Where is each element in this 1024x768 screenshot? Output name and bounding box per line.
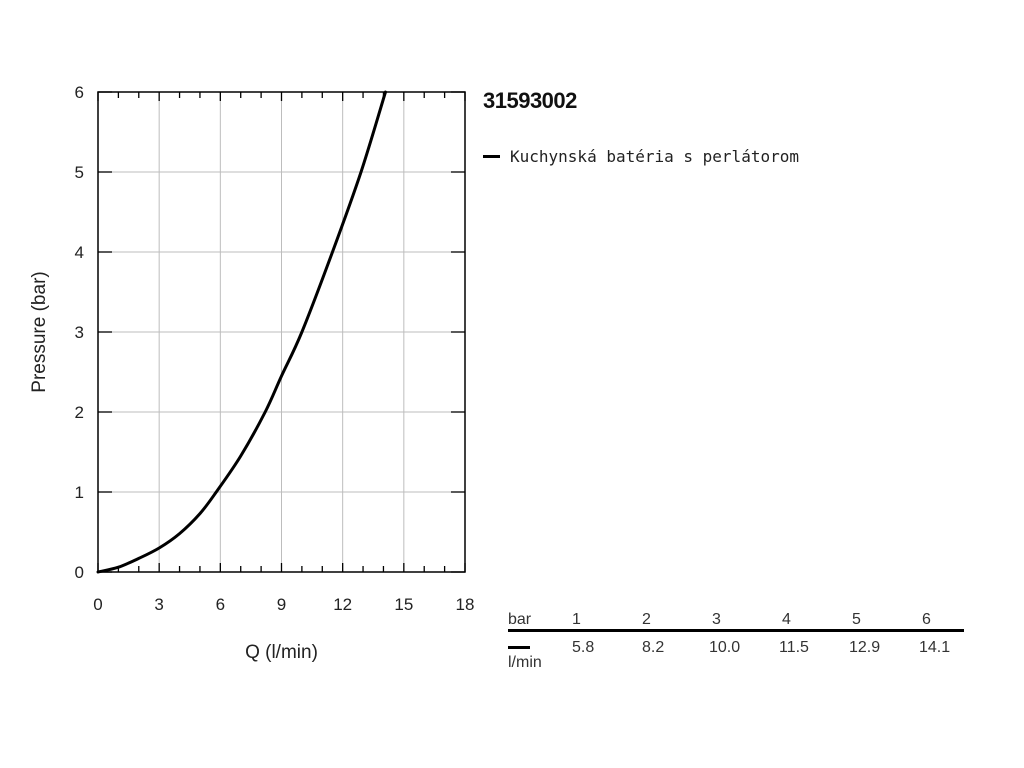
table-flow-cell: 10.0 [709, 639, 741, 656]
legend-swatch [483, 155, 500, 158]
legend: Kuchynská batéria s perlátorom [483, 147, 799, 166]
table-pressure-cell: 2 [642, 611, 651, 628]
x-tick-label: 15 [394, 595, 413, 614]
table-row-label-lmin: l/min [508, 654, 542, 671]
legend-label: Kuchynská batéria s perlátorom [510, 147, 799, 166]
x-tick-label: 6 [216, 595, 225, 614]
table-row-label-bar: bar [508, 611, 532, 628]
table-pressure-cell: 4 [782, 611, 791, 628]
y-tick-label: 4 [75, 243, 84, 262]
x-axis-title: Q (l/min) [245, 642, 318, 663]
table-legend-swatch [508, 646, 530, 649]
x-tick-label: 0 [93, 595, 102, 614]
table-pressure-cell: 6 [922, 611, 931, 628]
product-code: 31593002 [483, 88, 577, 113]
table-pressure-cell: 5 [852, 611, 861, 628]
table-flow-cell: 8.2 [642, 639, 665, 656]
series-line-kitchen-faucet [96, 90, 387, 574]
y-tick-label: 2 [75, 403, 84, 422]
table-flow-cell: 12.9 [849, 639, 881, 656]
y-tick-label: 0 [75, 563, 84, 582]
y-tick-label: 3 [75, 323, 84, 342]
y-tick-label: 5 [75, 163, 84, 182]
y-axis-title: Pressure (bar) [29, 271, 50, 392]
y-tick-label: 1 [75, 483, 84, 502]
x-tick-label: 9 [277, 595, 286, 614]
table-flow-cell: 14.1 [919, 639, 951, 656]
table-flow-cell: 11.5 [779, 639, 809, 656]
table-pressure-cell: 1 [572, 611, 581, 628]
table-rule [508, 629, 964, 632]
table-flow-cell: 5.8 [572, 639, 595, 656]
x-tick-label: 18 [456, 595, 475, 614]
table-pressure-cell: 3 [712, 611, 721, 628]
x-tick-label: 12 [333, 595, 352, 614]
flow-table: bar l/min 1 2 3 4 5 6 5.8 8.2 10.0 11.5 … [508, 610, 964, 672]
grid-lines [98, 92, 465, 572]
x-tick-label: 3 [154, 595, 163, 614]
plot-frame [97, 91, 466, 573]
y-tick-label: 6 [75, 83, 84, 102]
